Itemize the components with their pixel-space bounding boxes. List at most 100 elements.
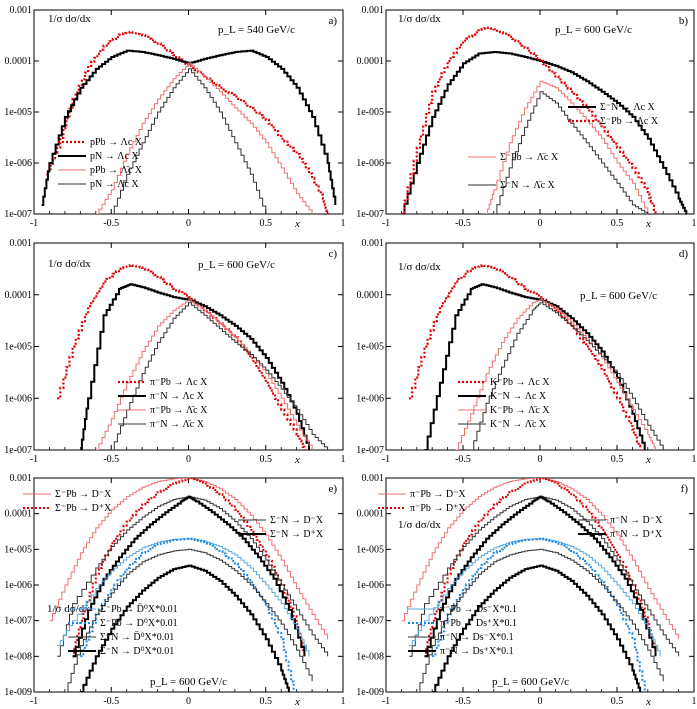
x-tick-label: 0 (538, 696, 543, 707)
y-tick-label: 1e-007 (356, 616, 384, 627)
legend-label: π⁻Pb → Ds⁺X*0.1 (440, 618, 517, 629)
series-line (80, 537, 295, 692)
y-tick-label: 1e-008 (356, 651, 384, 662)
legend-label: π⁻Pb → D⁻X (410, 489, 466, 500)
legend-label: Σ⁻N → Λc X (600, 102, 656, 113)
series-line (493, 91, 649, 214)
series-line (401, 478, 680, 640)
x-tick-label: -0.5 (103, 454, 119, 465)
plot-frame (33, 9, 344, 215)
legend-label: pN → Λc X (90, 151, 139, 162)
x-tick-label: 0 (186, 454, 191, 465)
series-line (95, 299, 313, 450)
series-line (401, 51, 688, 214)
panel-d: 1e-007 1e-006 1e-005 0.0001 0.001 -1 -0.5 0 0.5 1… (356, 238, 696, 466)
series-line (455, 299, 656, 450)
legend-label: π⁻Pb → Ds⁻X*0.1 (440, 604, 517, 615)
y-tick-label: 0.0001 (5, 290, 33, 301)
series-line (46, 30, 329, 214)
y-axis-label: 1/σ dσ/dx (48, 258, 91, 270)
y-tick-label: 1e-006 (356, 393, 384, 404)
series-line (57, 496, 329, 657)
x-tick-label: 1 (341, 218, 346, 229)
legend-label: π⁻N → Ds⁻X*0.1 (440, 632, 514, 643)
legend-label: Σ⁻Pb → D⁺X (55, 503, 112, 514)
series-line (432, 537, 646, 692)
x-axis-label: x (645, 696, 651, 708)
legend-label: K⁻N → Λc X (490, 391, 547, 402)
series-line (424, 495, 657, 658)
y-tick-label: 0.0001 (357, 290, 385, 301)
x-tick-label: 1 (692, 218, 697, 229)
y-tick-label: 0.001 (362, 238, 385, 249)
legend-label: Σ⁻Pb → Λc X (600, 116, 659, 127)
legend-label: Σ⁻N → D⁺X (270, 529, 324, 540)
x-tick-label: -0.5 (103, 218, 119, 229)
y-tick-label: 0.001 (10, 473, 33, 484)
y-tick-label: 1e-005 (4, 544, 32, 555)
y-tick-label: 1e-007 (4, 209, 32, 220)
legend-label: pPb → Λc X (90, 137, 143, 148)
x-tick-label: 0 (538, 454, 543, 465)
y-tick-label: 1e-005 (4, 342, 32, 353)
x-axis-label: x (645, 218, 651, 230)
legend-label: π⁻Pb → Λ̄c X (150, 405, 208, 416)
x-tick-label: -1 (30, 218, 38, 229)
x-tick-label: -0.5 (455, 454, 471, 465)
series-line (416, 548, 664, 692)
y-tick-label: 0.001 (10, 5, 33, 16)
panel-e: 1e-009 1e-008 1e-007 1e-006 1e-005 0.0001 0.00… (4, 473, 345, 708)
series-line (486, 80, 649, 214)
x-tick-label: 0.5 (260, 218, 273, 229)
x-tick-label: -0.5 (103, 696, 119, 707)
beam-momentum-note: p_L = 600 GeV/c (555, 24, 632, 36)
y-tick-label: 0.0001 (357, 509, 385, 520)
panel-a: 1e-007 1e-006 1e-005 0.0001 0.001 -1 -0.5 0 0.5 1… (4, 5, 345, 230)
x-axis-label: x (294, 454, 300, 466)
legend-label: Σ⁻N → D⁰X*0.01 (100, 646, 174, 657)
y-tick-label: 1e-006 (4, 158, 32, 169)
x-tick-label: 1 (341, 454, 346, 465)
y-axis-label: 1/σ dσ/dx (398, 519, 441, 531)
legend-label: π⁻Pb → D⁺X (410, 503, 466, 514)
legend-label: K⁻Pb → Λ̄c X (490, 405, 550, 416)
panel-label: d) (679, 248, 689, 260)
y-tick-label: 1e-008 (4, 651, 32, 662)
y-axis-label: 1/σ dσ/dx (398, 13, 441, 25)
legend-label: pN → Λ̄c X (90, 179, 139, 190)
x-axis-label: x (645, 454, 651, 466)
x-tick-label: 1 (341, 696, 346, 707)
series-group (409, 264, 664, 450)
y-tick-label: 1e-009 (4, 687, 32, 698)
legend-label: Σ⁻Pb → D⁻X (55, 489, 112, 500)
x-tick-label: 0.5 (260, 454, 273, 465)
y-tick-label: 1e-007 (356, 209, 384, 220)
x-tick-label: -1 (382, 454, 390, 465)
x-tick-label: -0.5 (455, 696, 471, 707)
beam-momentum-note: p_L = 600 GeV/c (198, 259, 275, 271)
beam-momentum-note: p_L = 600 GeV/c (580, 290, 657, 302)
y-tick-label: 1e-005 (4, 107, 32, 118)
legend-label: π⁻N → Λ̄c X (150, 419, 205, 430)
legend-label: K⁻Pb → Λc X (490, 377, 550, 388)
series-group (401, 478, 680, 692)
series-line (409, 496, 680, 657)
beam-momentum-note: p_L = 540 GeV/c (218, 24, 295, 36)
y-tick-label: 1e-007 (4, 616, 32, 627)
panel-c: 1e-007 1e-006 1e-005 0.0001 0.001 -1 -0.5 0 0.5 1… (4, 238, 345, 466)
series-line (470, 302, 664, 450)
x-tick-label: 0 (186, 218, 191, 229)
x-tick-label: -1 (382, 696, 390, 707)
y-tick-label: 0.001 (362, 5, 385, 16)
panel-label: a) (328, 15, 337, 27)
legend-label: pPb → Λ̄c X (90, 165, 143, 176)
series-group (57, 264, 329, 450)
x-tick-label: 0.5 (611, 218, 624, 229)
series-group (401, 26, 688, 214)
series-line (111, 302, 329, 450)
legend-label: Σ⁻N → D⁻X (270, 515, 324, 526)
legend-label: π⁻N → D⁺X (610, 529, 663, 540)
x-tick-label: 1 (692, 696, 697, 707)
x-axis-label: x (294, 696, 300, 708)
